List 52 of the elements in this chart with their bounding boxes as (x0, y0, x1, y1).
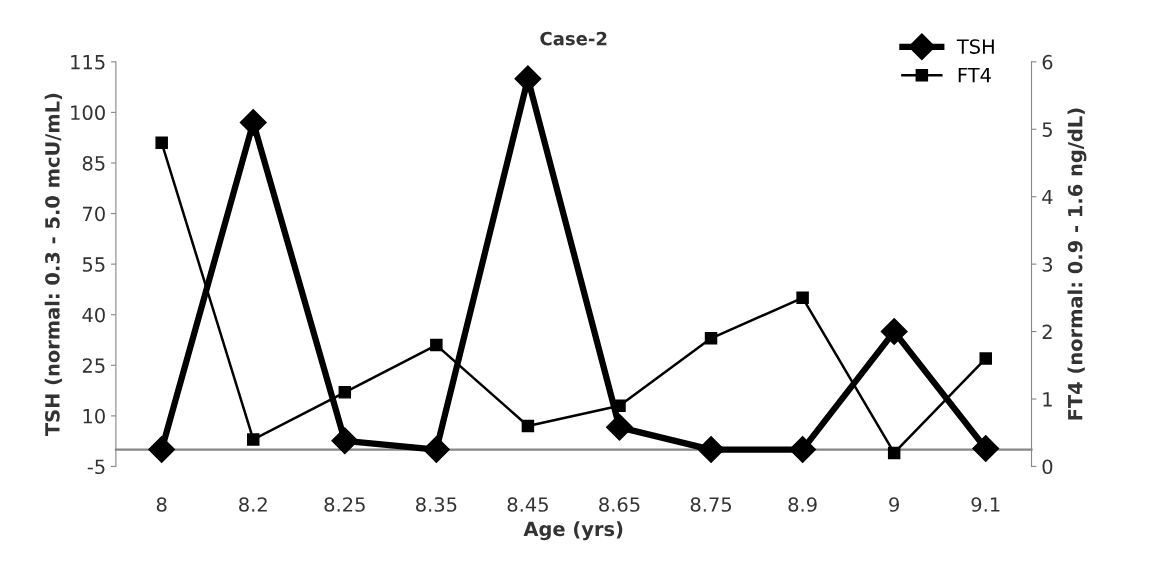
y2-tick-label: 0 (1042, 459, 1053, 475)
y-tick-label: 10 (83, 408, 105, 424)
point (887, 446, 901, 460)
point (979, 352, 992, 365)
point (331, 427, 359, 455)
point (521, 419, 535, 433)
y2-tick-label: 1 (1043, 392, 1052, 407)
x-tick-label: 8.75 (690, 497, 731, 512)
y2-tick-label: 2 (1042, 324, 1052, 339)
point (338, 386, 352, 399)
point (704, 332, 718, 345)
x-tick-label: 8.25 (324, 497, 365, 512)
y2-tick-label: 3 (1042, 257, 1053, 272)
y-tick-label: 115 (71, 55, 105, 70)
y-tick-label: 85 (82, 155, 105, 171)
legend-label: FT4 (958, 68, 991, 83)
x-tick-label: 8.9 (788, 497, 817, 512)
x-tick-label: 8.65 (599, 497, 640, 512)
legend-label: TSH (956, 39, 994, 54)
y-tick-label: 40 (82, 307, 105, 323)
y-tick-label: 55 (82, 257, 105, 272)
point (422, 436, 450, 464)
point (239, 109, 267, 136)
y-tick-label: 25 (82, 358, 105, 373)
x-tick-label: 8.35 (416, 497, 457, 512)
y2-tick-label: 6 (1042, 54, 1053, 70)
y2-tick-label: 5 (1042, 122, 1052, 137)
x-tick-label: 9 (889, 497, 899, 512)
y-tick-label: 70 (83, 206, 105, 222)
point (155, 136, 168, 149)
y2-axis-title: FT4 (normal: 0.9 - 1.6 ng/dL) (1067, 108, 1087, 420)
point (246, 433, 260, 446)
x-tick-label: 8.45 (507, 497, 548, 512)
point (514, 65, 542, 93)
point (880, 318, 908, 346)
point (789, 436, 817, 464)
y2-tick-label: 4 (1042, 189, 1053, 205)
x-tick-label: 9.1 (971, 497, 1000, 512)
point (430, 338, 443, 352)
x-tick-label: 8 (156, 497, 167, 512)
point (148, 436, 176, 464)
point (606, 413, 633, 441)
point (796, 291, 809, 305)
point (613, 399, 626, 413)
chart-title: Case-2 (540, 31, 607, 46)
point (697, 436, 725, 464)
x-axis-title: Age (yrs) (523, 521, 623, 541)
y-tick-label: -5 (87, 459, 105, 475)
point (972, 435, 1000, 463)
x-tick-label: 8.2 (239, 497, 267, 512)
y-tick-label: 100 (71, 105, 105, 121)
y-axis-title: TSH (normal: 0.3 - 5.0 mcU/mL) (44, 93, 63, 437)
